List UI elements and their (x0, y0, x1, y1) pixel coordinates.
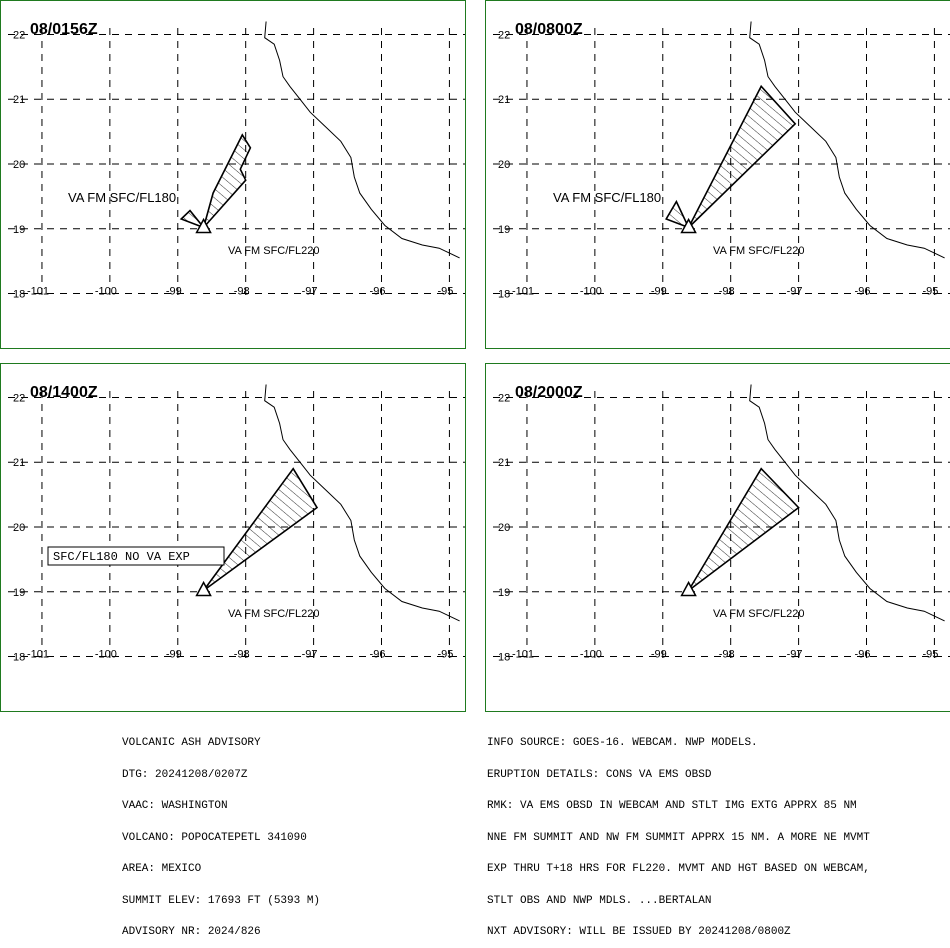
lat-tick-label: 20 (498, 159, 510, 171)
lat-tick-label: 20 (13, 522, 25, 534)
lat-tick-label: 19 (498, 587, 510, 599)
lon-tick-label: -97 (302, 286, 318, 298)
lat-tick-label: 21 (498, 94, 510, 106)
advisory-area: AREA: MEXICO (122, 864, 320, 875)
advisory-info-source: INFO SOURCE: GOES-16. WEBCAM. NWP MODELS… (487, 738, 870, 749)
lon-tick-label: -100 (95, 286, 117, 298)
lon-tick-label: -95 (437, 649, 453, 661)
lon-tick-label: -98 (719, 286, 735, 298)
lat-tick-label: 18 (498, 652, 510, 664)
lat-tick-label: 21 (13, 94, 25, 106)
lon-tick-label: -99 (166, 649, 182, 661)
lon-tick-label: -100 (95, 649, 117, 661)
lat-tick-label: 21 (498, 457, 510, 469)
fl220-annotation: VA FM SFC/FL220 (713, 245, 805, 257)
advisory-number: ADVISORY NR: 2024/826 (122, 927, 320, 938)
lon-tick-label: -96 (855, 286, 871, 298)
lon-tick-label: -100 (580, 649, 602, 661)
advisory-dtg: DTG: 20241208/0207Z (122, 770, 320, 781)
lat-tick-label: 22 (498, 29, 510, 41)
lon-tick-label: -96 (855, 649, 871, 661)
lon-tick-label: -96 (370, 286, 386, 298)
lon-tick-label: -95 (922, 286, 938, 298)
advisory-remark-line: RMK: VA EMS OBSD IN WEBCAM AND STLT IMG … (487, 801, 870, 812)
lon-tick-label: -97 (302, 649, 318, 661)
lat-tick-label: 19 (13, 587, 25, 599)
fl220-annotation: VA FM SFC/FL220 (713, 608, 805, 620)
lon-tick-label: -95 (922, 649, 938, 661)
lon-tick-label: -95 (437, 286, 453, 298)
lat-tick-label: 20 (498, 522, 510, 534)
lon-tick-label: -99 (651, 649, 667, 661)
fl220-annotation: VA FM SFC/FL220 (228, 245, 320, 257)
advisory-remark-line: EXP THRU T+18 HRS FOR FL220. MVMT AND HG… (487, 864, 870, 875)
advisory-title: VOLCANIC ASH ADVISORY (122, 738, 320, 749)
lon-tick-label: -100 (580, 286, 602, 298)
lat-tick-label: 19 (13, 224, 25, 236)
map-panel: -101 -100 -99 -98 -97 -96 -95 18 19 20 21 22 08/0156… (1, 1, 466, 349)
lat-tick-label: 18 (13, 652, 25, 664)
panel-valid-time: 08/1400Z (30, 384, 98, 401)
panel-valid-time: 08/2000Z (515, 384, 583, 401)
advisory-remark-line: STLT OBS AND NWP MDLS. ...BERTALAN (487, 896, 870, 907)
advisory-eruption-details: ERUPTION DETAILS: CONS VA EMS OBSD (487, 770, 870, 781)
advisory-next-advisory: NXT ADVISORY: WILL BE ISSUED BY 20241208… (487, 927, 870, 938)
lon-tick-label: -101 (27, 286, 49, 298)
lon-tick-label: -97 (787, 286, 803, 298)
advisory-remark-line: NNE FM SUMMIT AND NW FM SUMMIT APPRX 15 … (487, 833, 870, 844)
panel-valid-time: 08/0156Z (30, 21, 98, 38)
boxed-note: SFC/FL180 NO VA EXP (53, 550, 190, 564)
lon-tick-label: -101 (27, 649, 49, 661)
advisory-volcano: VOLCANO: POPOCATEPETL 341090 (122, 833, 320, 844)
advisory-details-block: INFO SOURCE: GOES-16. WEBCAM. NWP MODELS… (487, 717, 870, 948)
fl180-annotation: VA FM SFC/FL180 (68, 190, 176, 205)
map-panel: -101 -100 -99 -98 -97 -96 -95 18 19 20 21 22 08/0800… (486, 1, 950, 349)
lon-tick-label: -99 (166, 286, 182, 298)
lat-tick-label: 18 (13, 289, 25, 301)
panel-valid-time: 08/0800Z (515, 21, 583, 38)
lat-tick-label: 18 (498, 289, 510, 301)
fl180-annotation: VA FM SFC/FL180 (553, 190, 661, 205)
lon-tick-label: -96 (370, 649, 386, 661)
lon-tick-label: -101 (512, 649, 534, 661)
lon-tick-label: -99 (651, 286, 667, 298)
advisory-summit-elev: SUMMIT ELEV: 17693 FT (5393 M) (122, 896, 320, 907)
lat-tick-label: 22 (13, 392, 25, 404)
lon-tick-label: -98 (234, 649, 250, 661)
fl220-annotation: VA FM SFC/FL220 (228, 608, 320, 620)
lon-tick-label: -98 (719, 649, 735, 661)
lat-tick-label: 22 (13, 29, 25, 41)
lat-tick-label: 20 (13, 159, 25, 171)
advisory-vaac: VAAC: WASHINGTON (122, 801, 320, 812)
lat-tick-label: 22 (498, 392, 510, 404)
lon-tick-label: -98 (234, 286, 250, 298)
lon-tick-label: -97 (787, 649, 803, 661)
map-panel: -101 -100 -99 -98 -97 -96 -95 18 19 20 21 22 08/2000… (486, 364, 950, 712)
lat-tick-label: 19 (498, 224, 510, 236)
volcanic-ash-map-figure: -101 -100 -99 -98 -97 -96 -95 18 19 20 21 22 08/0156… (0, 0, 950, 812)
map-panel: -101 -100 -99 -98 -97 -96 -95 18 19 20 21 22 08/1400… (1, 364, 466, 712)
advisory-header-block: VOLCANIC ASH ADVISORY DTG: 20241208/0207… (122, 717, 320, 948)
lat-tick-label: 21 (13, 457, 25, 469)
lon-tick-label: -101 (512, 286, 534, 298)
